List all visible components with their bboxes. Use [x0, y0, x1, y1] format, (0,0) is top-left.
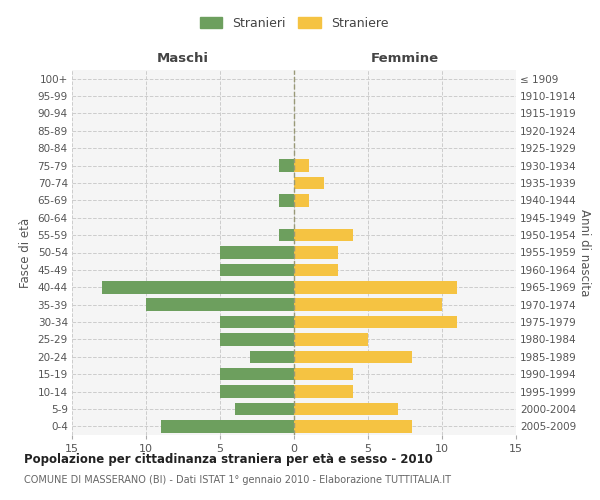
Text: Maschi: Maschi	[157, 52, 209, 65]
Bar	[294, 264, 338, 276]
Bar	[294, 368, 353, 380]
Bar	[279, 229, 294, 241]
Bar	[220, 246, 294, 259]
Bar	[220, 316, 294, 328]
Bar	[294, 316, 457, 328]
Legend: Stranieri, Straniere: Stranieri, Straniere	[195, 12, 393, 34]
Bar	[220, 264, 294, 276]
Bar	[279, 194, 294, 206]
Bar	[220, 333, 294, 345]
Bar	[220, 386, 294, 398]
Bar	[294, 298, 442, 311]
Bar	[235, 402, 294, 415]
Bar	[294, 160, 309, 172]
Bar	[294, 350, 412, 363]
Text: COMUNE DI MASSERANO (BI) - Dati ISTAT 1° gennaio 2010 - Elaborazione TUTTITALIA.: COMUNE DI MASSERANO (BI) - Dati ISTAT 1°…	[24, 475, 451, 485]
Bar	[220, 368, 294, 380]
Bar	[294, 420, 412, 432]
Bar	[101, 281, 294, 293]
Bar	[161, 420, 294, 432]
Bar	[294, 176, 323, 189]
Bar	[294, 333, 368, 345]
Y-axis label: Anni di nascita: Anni di nascita	[578, 209, 591, 296]
Bar	[294, 229, 353, 241]
Bar	[146, 298, 294, 311]
Bar	[250, 350, 294, 363]
Text: Femmine: Femmine	[371, 52, 439, 65]
Bar	[294, 281, 457, 293]
Bar	[294, 246, 338, 259]
Y-axis label: Fasce di età: Fasce di età	[19, 218, 32, 288]
Bar	[279, 160, 294, 172]
Bar	[294, 194, 309, 206]
Bar	[294, 402, 398, 415]
Text: Popolazione per cittadinanza straniera per età e sesso - 2010: Popolazione per cittadinanza straniera p…	[24, 452, 433, 466]
Bar	[294, 386, 353, 398]
